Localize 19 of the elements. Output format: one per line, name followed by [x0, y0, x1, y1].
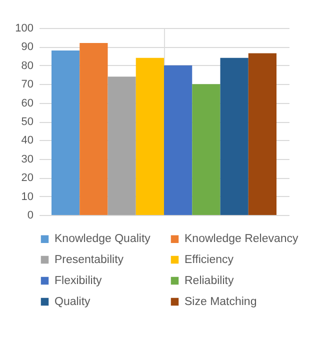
legend-label: Flexibility — [54, 274, 102, 287]
y-tick-label: 90 — [21, 41, 34, 54]
y-tick-label: 40 — [21, 134, 34, 147]
legend-label: Presentability — [54, 254, 124, 266]
legend-label: Knowledge Relevancy — [184, 233, 299, 246]
legend-label: Size Matching — [184, 296, 257, 308]
y-tick-label: 0 — [27, 210, 34, 222]
legend-label: Knowledge Quality — [54, 233, 151, 246]
y-tick-label: 80 — [21, 60, 34, 72]
y-tick-label: 50 — [21, 116, 34, 128]
y-tick-label: 60 — [21, 97, 34, 110]
y-tick-label: 10 — [21, 190, 34, 203]
legend-label: Efficiency — [184, 254, 234, 266]
y-tick-label: 20 — [21, 172, 34, 184]
y-tick-label: 100 — [15, 22, 34, 34]
y-tick-label: 30 — [21, 153, 34, 166]
legend-label: Reliability — [184, 274, 234, 287]
y-tick-label: 70 — [21, 78, 34, 91]
legend-label: Quality — [54, 296, 91, 308]
